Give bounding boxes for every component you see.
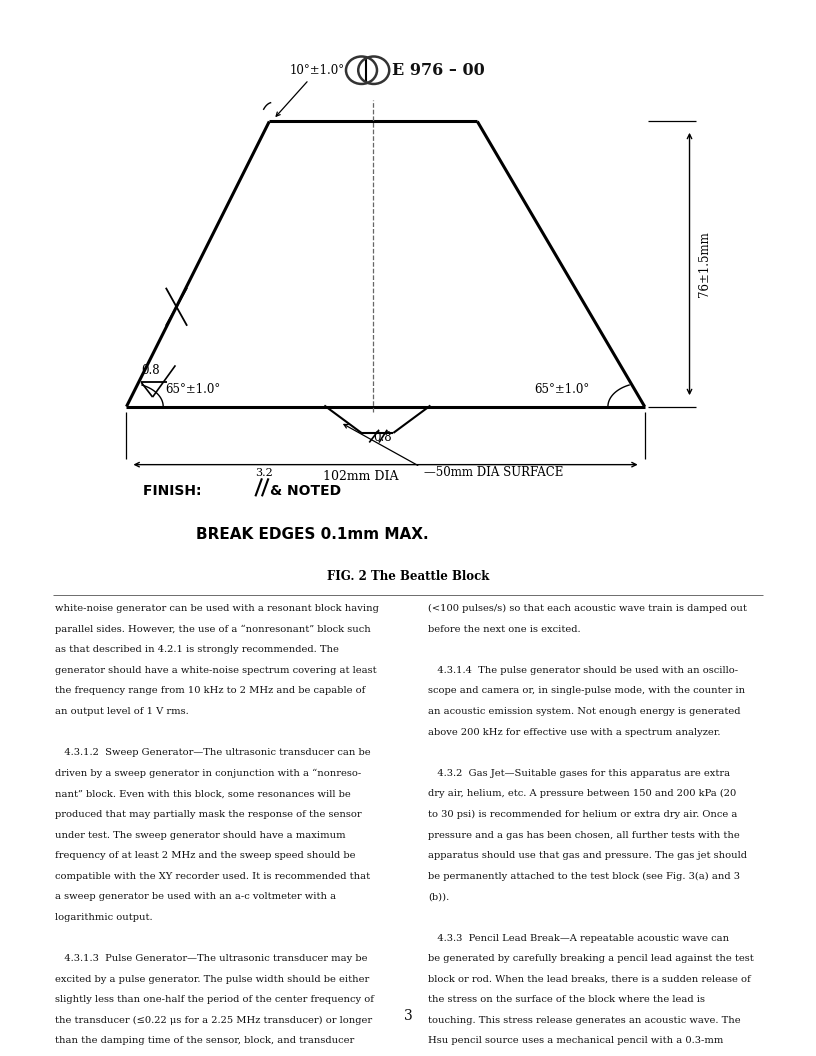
Text: Hsu pencil source uses a mechanical pencil with a 0.3-mm: Hsu pencil source uses a mechanical penc… [428,1037,724,1045]
Text: 65°±1.0°: 65°±1.0° [534,383,590,396]
Text: the stress on the surface of the block where the lead is: the stress on the surface of the block w… [428,995,705,1004]
Text: before the next one is excited.: before the next one is excited. [428,625,581,634]
Text: & NOTED: & NOTED [270,484,341,498]
Text: 102mm DIA: 102mm DIA [323,470,399,483]
Text: BREAK EDGES 0.1mm MAX.: BREAK EDGES 0.1mm MAX. [196,527,428,542]
Text: than the damping time of the sensor, block, and transducer: than the damping time of the sensor, blo… [55,1037,355,1045]
Text: the frequency range from 10 kHz to 2 MHz and be capable of: the frequency range from 10 kHz to 2 MHz… [55,686,366,696]
Text: the transducer (≤0.22 μs for a 2.25 MHz transducer) or longer: the transducer (≤0.22 μs for a 2.25 MHz … [55,1016,373,1025]
Text: E 976 – 00: E 976 – 00 [392,61,485,79]
Text: 4.3.1.3  Pulse Generator—The ultrasonic transducer may be: 4.3.1.3 Pulse Generator—The ultrasonic t… [55,955,368,963]
Text: above 200 kHz for effective use with a spectrum analyzer.: above 200 kHz for effective use with a s… [428,728,721,737]
Text: 4.3.2  Gas Jet—Suitable gases for this apparatus are extra: 4.3.2 Gas Jet—Suitable gases for this ap… [428,769,730,778]
Text: parallel sides. However, the use of a “nonresonant” block such: parallel sides. However, the use of a “n… [55,625,371,634]
Text: 10°±1.0°: 10°±1.0° [276,64,345,116]
Text: logarithmic output.: logarithmic output. [55,912,153,922]
Text: white-noise generator can be used with a resonant block having: white-noise generator can be used with a… [55,604,379,614]
Text: an acoustic emission system. Not enough energy is generated: an acoustic emission system. Not enough … [428,708,741,716]
Text: 76±1.5mm: 76±1.5mm [698,231,711,297]
Text: 3.2: 3.2 [255,469,273,478]
Text: as that described in 4.2.1 is strongly recommended. The: as that described in 4.2.1 is strongly r… [55,645,339,655]
Text: 4.3.1.4  The pulse generator should be used with an oscillo-: 4.3.1.4 The pulse generator should be us… [428,666,738,675]
Text: under test. The sweep generator should have a maximum: under test. The sweep generator should h… [55,830,346,840]
Text: pressure and a gas has been chosen, all further tests with the: pressure and a gas has been chosen, all … [428,830,740,840]
Text: produced that may partially mask the response of the sensor: produced that may partially mask the res… [55,810,362,819]
Text: 4.3.3  Pencil Lead Break—A repeatable acoustic wave can: 4.3.3 Pencil Lead Break—A repeatable aco… [428,934,730,943]
Text: FINISH:: FINISH: [143,484,206,498]
Text: driven by a sweep generator in conjunction with a “nonreso-: driven by a sweep generator in conjuncti… [55,769,361,778]
Text: 0.8: 0.8 [141,364,160,377]
Text: (<100 pulses/s) so that each acoustic wave train is damped out: (<100 pulses/s) so that each acoustic wa… [428,604,747,614]
Text: (b)).: (b)). [428,892,450,902]
Text: to 30 psi) is recommended for helium or extra dry air. Once a: to 30 psi) is recommended for helium or … [428,810,738,819]
Text: dry air, helium, etc. A pressure between 150 and 200 kPa (20: dry air, helium, etc. A pressure between… [428,790,737,798]
Text: a sweep generator be used with an a-c voltmeter with a: a sweep generator be used with an a-c vo… [55,892,337,902]
Text: apparatus should use that gas and pressure. The gas jet should: apparatus should use that gas and pressu… [428,851,747,861]
Text: 3: 3 [404,1008,412,1023]
Text: slightly less than one-half the period of the center frequency of: slightly less than one-half the period o… [55,995,375,1004]
Text: generator should have a white-noise spectrum covering at least: generator should have a white-noise spec… [55,666,377,675]
Text: 65°±1.0°: 65°±1.0° [166,383,221,396]
Text: be generated by carefully breaking a pencil lead against the test: be generated by carefully breaking a pen… [428,955,754,963]
Text: be permanently attached to the test block (see Fig. 3(a) and 3: be permanently attached to the test bloc… [428,872,740,881]
Text: excited by a pulse generator. The pulse width should be either: excited by a pulse generator. The pulse … [55,975,370,984]
Text: FIG. 2 The Beattle Block: FIG. 2 The Beattle Block [327,570,489,583]
Text: —50mm DIA SURFACE: —50mm DIA SURFACE [424,466,564,478]
Text: nant” block. Even with this block, some resonances will be: nant” block. Even with this block, some … [55,790,351,798]
Text: frequency of at least 2 MHz and the sweep speed should be: frequency of at least 2 MHz and the swee… [55,851,356,861]
Text: an output level of 1 V rms.: an output level of 1 V rms. [55,708,189,716]
Text: scope and camera or, in single-pulse mode, with the counter in: scope and camera or, in single-pulse mod… [428,686,746,696]
Text: 4.3.1.2  Sweep Generator—The ultrasonic transducer can be: 4.3.1.2 Sweep Generator—The ultrasonic t… [55,748,371,757]
Text: block or rod. When the lead breaks, there is a sudden release of: block or rod. When the lead breaks, ther… [428,975,752,984]
Text: compatible with the XY recorder used. It is recommended that: compatible with the XY recorder used. It… [55,872,370,881]
Text: 0.8: 0.8 [373,431,392,444]
Text: touching. This stress release generates an acoustic wave. The: touching. This stress release generates … [428,1016,741,1025]
